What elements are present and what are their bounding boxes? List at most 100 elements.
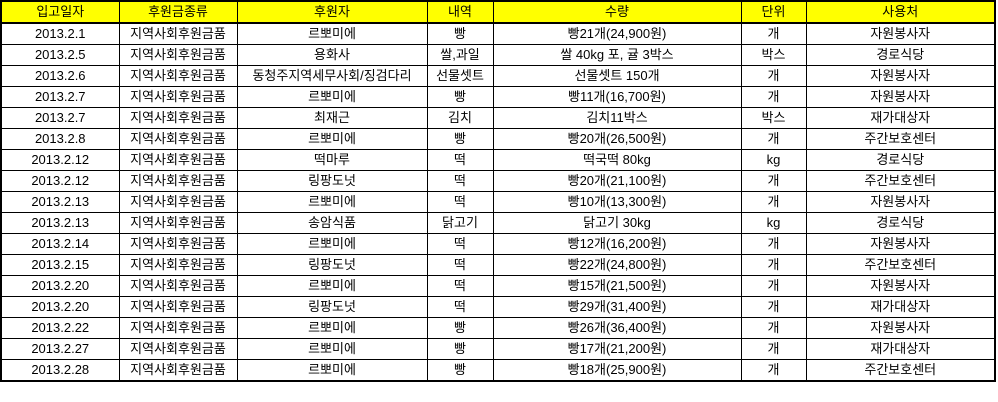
table-cell[interactable]: 떡 [426,170,494,192]
table-cell[interactable]: 2013.2.27 [0,338,120,360]
column-header-donor[interactable]: 후원자 [236,0,428,24]
table-cell[interactable]: 김치11박스 [492,107,742,129]
table-cell[interactable]: 경로식당 [805,149,996,171]
table-cell[interactable]: 빵29개(31,400원) [492,296,742,318]
table-cell[interactable]: kg [740,212,807,234]
table-cell[interactable]: 르뽀미에 [236,359,428,382]
table-cell[interactable]: 떡국떡 80kg [492,149,742,171]
table-cell[interactable]: 2013.2.20 [0,296,120,318]
table-cell[interactable]: 지역사회후원금품 [118,22,238,45]
table-cell[interactable]: 2013.2.22 [0,317,120,339]
table-cell[interactable]: 2013.2.12 [0,170,120,192]
table-cell[interactable]: 2013.2.14 [0,233,120,255]
table-cell[interactable]: 빵10개(13,300원) [492,191,742,213]
table-cell[interactable]: 빵11개(16,700원) [492,86,742,108]
table-cell[interactable]: 빵 [426,338,494,360]
table-cell[interactable]: 선물셋트 [426,65,494,87]
table-cell[interactable]: 경로식당 [805,44,996,66]
column-header-item[interactable]: 내역 [426,0,494,24]
table-cell[interactable]: 빵22개(24,800원) [492,254,742,276]
column-header-usage[interactable]: 사용처 [805,0,996,24]
table-cell[interactable]: 재가대상자 [805,338,996,360]
table-cell[interactable]: 2013.2.15 [0,254,120,276]
table-cell[interactable]: 자원봉사자 [805,191,996,213]
table-cell[interactable]: 르뽀미에 [236,86,428,108]
table-cell[interactable]: 지역사회후원금품 [118,338,238,360]
table-cell[interactable]: 지역사회후원금품 [118,44,238,66]
table-cell[interactable]: 2013.2.6 [0,65,120,87]
table-cell[interactable]: 르뽀미에 [236,233,428,255]
table-cell[interactable]: 쌀,과일 [426,44,494,66]
table-cell[interactable]: 2013.2.13 [0,191,120,213]
table-cell[interactable]: 2013.2.12 [0,149,120,171]
table-cell[interactable]: 쌀 40kg 포, 귤 3박스 [492,44,742,66]
table-cell[interactable]: 선물셋트 150개 [492,65,742,87]
table-cell[interactable]: 지역사회후원금품 [118,65,238,87]
column-header-unit[interactable]: 단위 [740,0,807,24]
table-cell[interactable]: 용화사 [236,44,428,66]
table-cell[interactable]: 2013.2.7 [0,86,120,108]
table-cell[interactable]: 지역사회후원금품 [118,86,238,108]
table-cell[interactable]: 빵 [426,128,494,150]
table-cell[interactable]: 지역사회후원금품 [118,191,238,213]
table-cell[interactable]: 개 [740,86,807,108]
column-header-donation-type[interactable]: 후원금종류 [118,0,238,24]
table-cell[interactable]: 최재근 [236,107,428,129]
table-cell[interactable]: 자원봉사자 [805,86,996,108]
table-cell[interactable]: 빵15개(21,500원) [492,275,742,297]
table-cell[interactable]: 박스 [740,44,807,66]
table-cell[interactable]: 송암식품 [236,212,428,234]
table-cell[interactable]: 떡 [426,191,494,213]
table-cell[interactable]: 빵17개(21,200원) [492,338,742,360]
table-cell[interactable]: 지역사회후원금품 [118,149,238,171]
table-cell[interactable]: 2013.2.20 [0,275,120,297]
table-cell[interactable]: 개 [740,22,807,45]
table-cell[interactable]: 2013.2.13 [0,212,120,234]
column-header-stock-in-date[interactable]: 입고일자 [0,0,120,24]
table-cell[interactable]: 지역사회후원금품 [118,233,238,255]
table-cell[interactable]: 빵 [426,359,494,382]
table-cell[interactable]: 개 [740,275,807,297]
table-cell[interactable]: 르뽀미에 [236,128,428,150]
column-header-quantity[interactable]: 수량 [492,0,742,24]
table-cell[interactable]: 개 [740,170,807,192]
table-cell[interactable]: 김치 [426,107,494,129]
table-cell[interactable]: 개 [740,233,807,255]
table-cell[interactable]: 떡 [426,296,494,318]
table-cell[interactable]: 재가대상자 [805,296,996,318]
table-cell[interactable]: 빵 [426,317,494,339]
table-cell[interactable]: 개 [740,359,807,382]
table-cell[interactable]: 빵12개(16,200원) [492,233,742,255]
table-cell[interactable]: 개 [740,128,807,150]
table-cell[interactable]: 박스 [740,107,807,129]
table-cell[interactable]: 지역사회후원금품 [118,317,238,339]
table-cell[interactable]: 2013.2.28 [0,359,120,382]
table-cell[interactable]: 빵18개(25,900원) [492,359,742,382]
table-cell[interactable]: 링팡도넛 [236,170,428,192]
table-cell[interactable]: 빵21개(24,900원) [492,22,742,45]
table-cell[interactable]: 지역사회후원금품 [118,212,238,234]
table-cell[interactable]: 링팡도넛 [236,296,428,318]
table-cell[interactable]: 떡 [426,275,494,297]
table-cell[interactable]: 개 [740,191,807,213]
table-cell[interactable]: 르뽀미에 [236,22,428,45]
table-cell[interactable]: 떡 [426,233,494,255]
table-cell[interactable]: 2013.2.7 [0,107,120,129]
table-cell[interactable]: 개 [740,254,807,276]
table-cell[interactable]: 르뽀미에 [236,191,428,213]
table-cell[interactable]: 재가대상자 [805,107,996,129]
table-cell[interactable]: kg [740,149,807,171]
table-cell[interactable]: 지역사회후원금품 [118,128,238,150]
table-cell[interactable]: 빵 [426,22,494,45]
table-cell[interactable]: 지역사회후원금품 [118,254,238,276]
table-cell[interactable]: 자원봉사자 [805,22,996,45]
table-cell[interactable]: 지역사회후원금품 [118,107,238,129]
table-cell[interactable]: 빵20개(26,500원) [492,128,742,150]
table-cell[interactable]: 자원봉사자 [805,317,996,339]
table-cell[interactable]: 빵20개(21,100원) [492,170,742,192]
table-cell[interactable]: 떡마루 [236,149,428,171]
table-cell[interactable]: 지역사회후원금품 [118,170,238,192]
table-cell[interactable]: 2013.2.8 [0,128,120,150]
table-cell[interactable]: 자원봉사자 [805,275,996,297]
table-cell[interactable]: 지역사회후원금품 [118,275,238,297]
